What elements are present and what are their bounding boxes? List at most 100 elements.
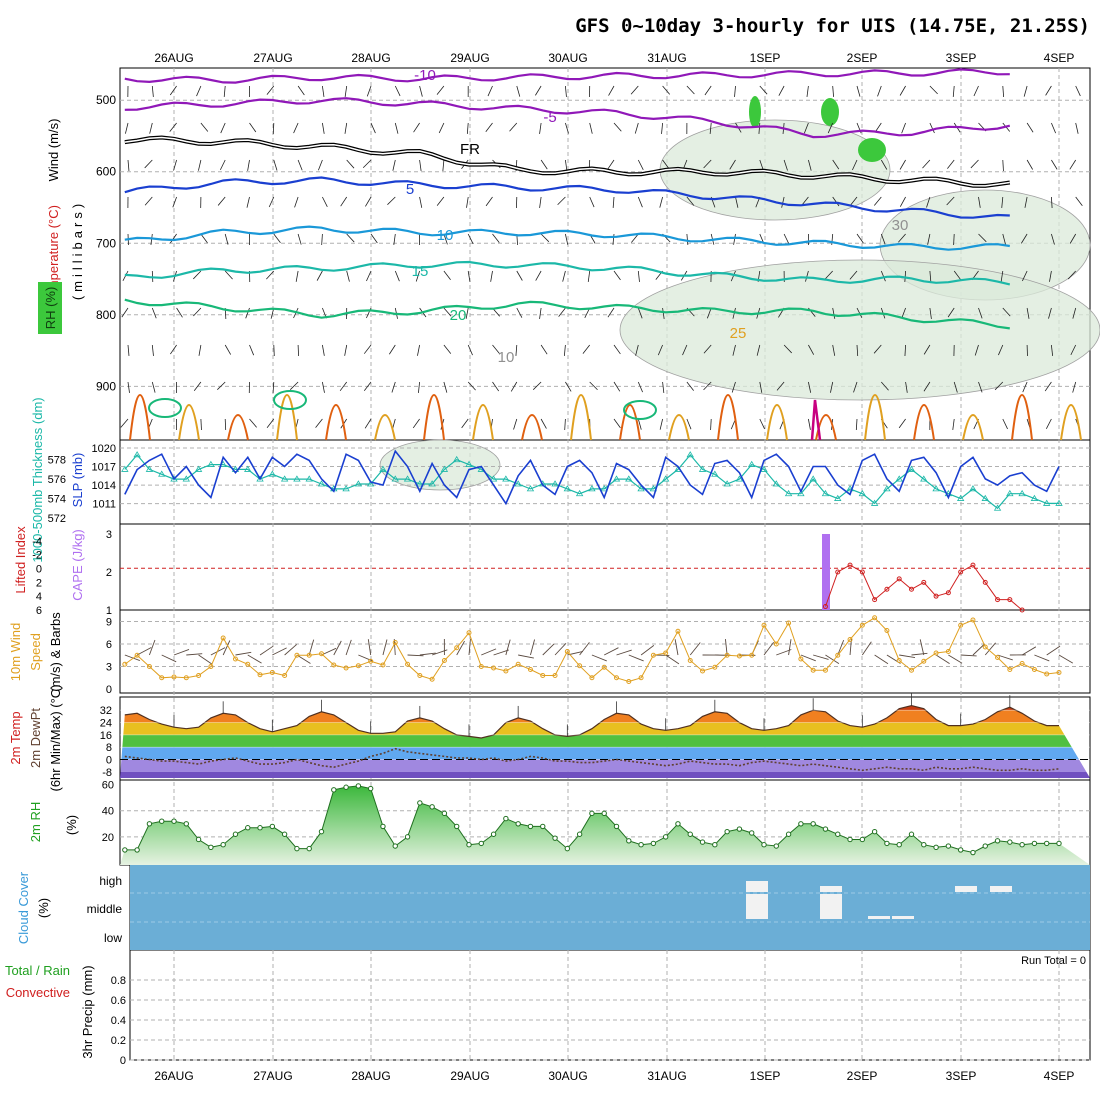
wind-barb	[272, 122, 275, 135]
rh-point	[367, 785, 374, 792]
wind-barb	[417, 344, 420, 356]
wind-speed-point	[196, 673, 202, 678]
wind-speed-point	[970, 617, 976, 623]
wind-barb	[1002, 233, 1006, 245]
wind-barb	[635, 344, 639, 356]
cloud-middle-bar	[892, 916, 914, 919]
rh-point	[650, 840, 657, 847]
wind-barb	[492, 233, 500, 243]
contour-label: FR	[460, 141, 480, 158]
wind-speed-point	[552, 673, 558, 678]
wind-barb-10m	[345, 639, 352, 656]
wind-barb	[565, 85, 567, 97]
wind-speed-panel	[120, 615, 1090, 684]
rh-area	[120, 785, 1090, 865]
wind-speed-point	[1031, 667, 1037, 672]
li-tick-label: 0	[36, 564, 42, 576]
rh-point	[982, 843, 988, 849]
convective-contour	[276, 394, 298, 441]
wind-speed-point	[208, 664, 214, 669]
wind-barb	[874, 122, 882, 133]
wind-barb	[852, 159, 858, 171]
isotherm--5	[124, 97, 1011, 139]
isotherm-20	[124, 298, 1010, 330]
wind-barb	[659, 196, 663, 208]
rh-point	[195, 836, 202, 843]
wind-speed-point	[712, 664, 718, 670]
wind-speed-point	[921, 658, 927, 664]
wind-barb-10m	[628, 654, 644, 662]
bottom-date-label: 1SEP	[750, 1069, 781, 1083]
wind-barb	[1026, 307, 1030, 319]
panel-frame-precip	[129, 949, 1091, 1061]
wind-barb-10m	[259, 645, 274, 656]
temp-band	[120, 710, 1090, 723]
wind-barb	[922, 159, 931, 169]
wind-barb	[293, 122, 299, 134]
wind-barb	[974, 344, 979, 356]
wind-speed-point	[392, 640, 398, 645]
wind-barb	[192, 270, 202, 280]
wind-barb	[509, 122, 518, 132]
wind-barb	[998, 344, 1004, 356]
convective-contour	[423, 394, 445, 441]
wind-tick-label: 0	[106, 684, 112, 696]
rh-point	[687, 831, 693, 837]
wind-speed-point	[319, 651, 324, 657]
wind-barb	[1072, 381, 1077, 393]
rh-point	[822, 826, 829, 832]
wind-barb	[392, 159, 396, 171]
rh-point	[859, 836, 866, 843]
wind-barb	[898, 418, 906, 429]
wind-barb	[832, 307, 836, 319]
wind-barb	[393, 233, 396, 245]
wind-barb-10m	[1021, 646, 1037, 656]
wind-barb-10m	[935, 654, 950, 664]
wind-barb	[510, 381, 518, 392]
wind-speed-point	[405, 661, 411, 667]
wind-barb	[151, 381, 156, 393]
wind-speed-point	[822, 667, 828, 673]
wind-speed-point	[454, 645, 460, 651]
wind-barb	[612, 196, 615, 208]
wind-barb	[832, 344, 836, 356]
wind-barb	[731, 381, 736, 393]
rh-point	[245, 825, 251, 831]
cloud-cover-panel	[130, 865, 1090, 950]
wind-speed-point	[1007, 667, 1013, 672]
thickness-point	[748, 460, 756, 467]
contour-label: 15	[412, 263, 429, 280]
isotherm--10	[124, 68, 1010, 84]
wind-barb-10m	[235, 651, 252, 656]
wind-barb	[901, 122, 906, 134]
wind-barb-10m	[419, 652, 436, 656]
wind-barb-10m	[136, 647, 152, 656]
wind-barb	[613, 381, 621, 392]
wind-speed-point	[724, 652, 730, 658]
isotherm-5	[124, 176, 1010, 219]
wind-barb	[613, 270, 621, 281]
rh-point	[601, 810, 607, 817]
rh-point	[515, 821, 521, 827]
wind-barb	[759, 85, 768, 95]
wind-barb-10m	[640, 644, 655, 656]
cloud-level-label: middle	[87, 902, 123, 916]
bottom-date-label: 4SEP	[1044, 1069, 1075, 1083]
wind-barb	[364, 418, 372, 429]
rh-point	[896, 842, 902, 848]
wind-barb	[1002, 307, 1011, 317]
isotherm-20-closed	[148, 398, 182, 418]
wind-barb	[613, 344, 621, 355]
wind-barb-10m	[911, 652, 928, 656]
wind-barb	[1051, 344, 1054, 356]
thickness-point	[502, 475, 510, 482]
li-tick-label: 4	[36, 591, 42, 603]
thickness-point	[834, 494, 842, 501]
wind-barb	[169, 233, 177, 244]
cloud-high-bar	[820, 886, 842, 892]
wind-barb	[539, 122, 542, 134]
wind-barb	[370, 233, 378, 244]
wind-barb	[756, 344, 761, 356]
wind-barb-10m	[776, 649, 792, 656]
wind-barb	[929, 270, 932, 282]
